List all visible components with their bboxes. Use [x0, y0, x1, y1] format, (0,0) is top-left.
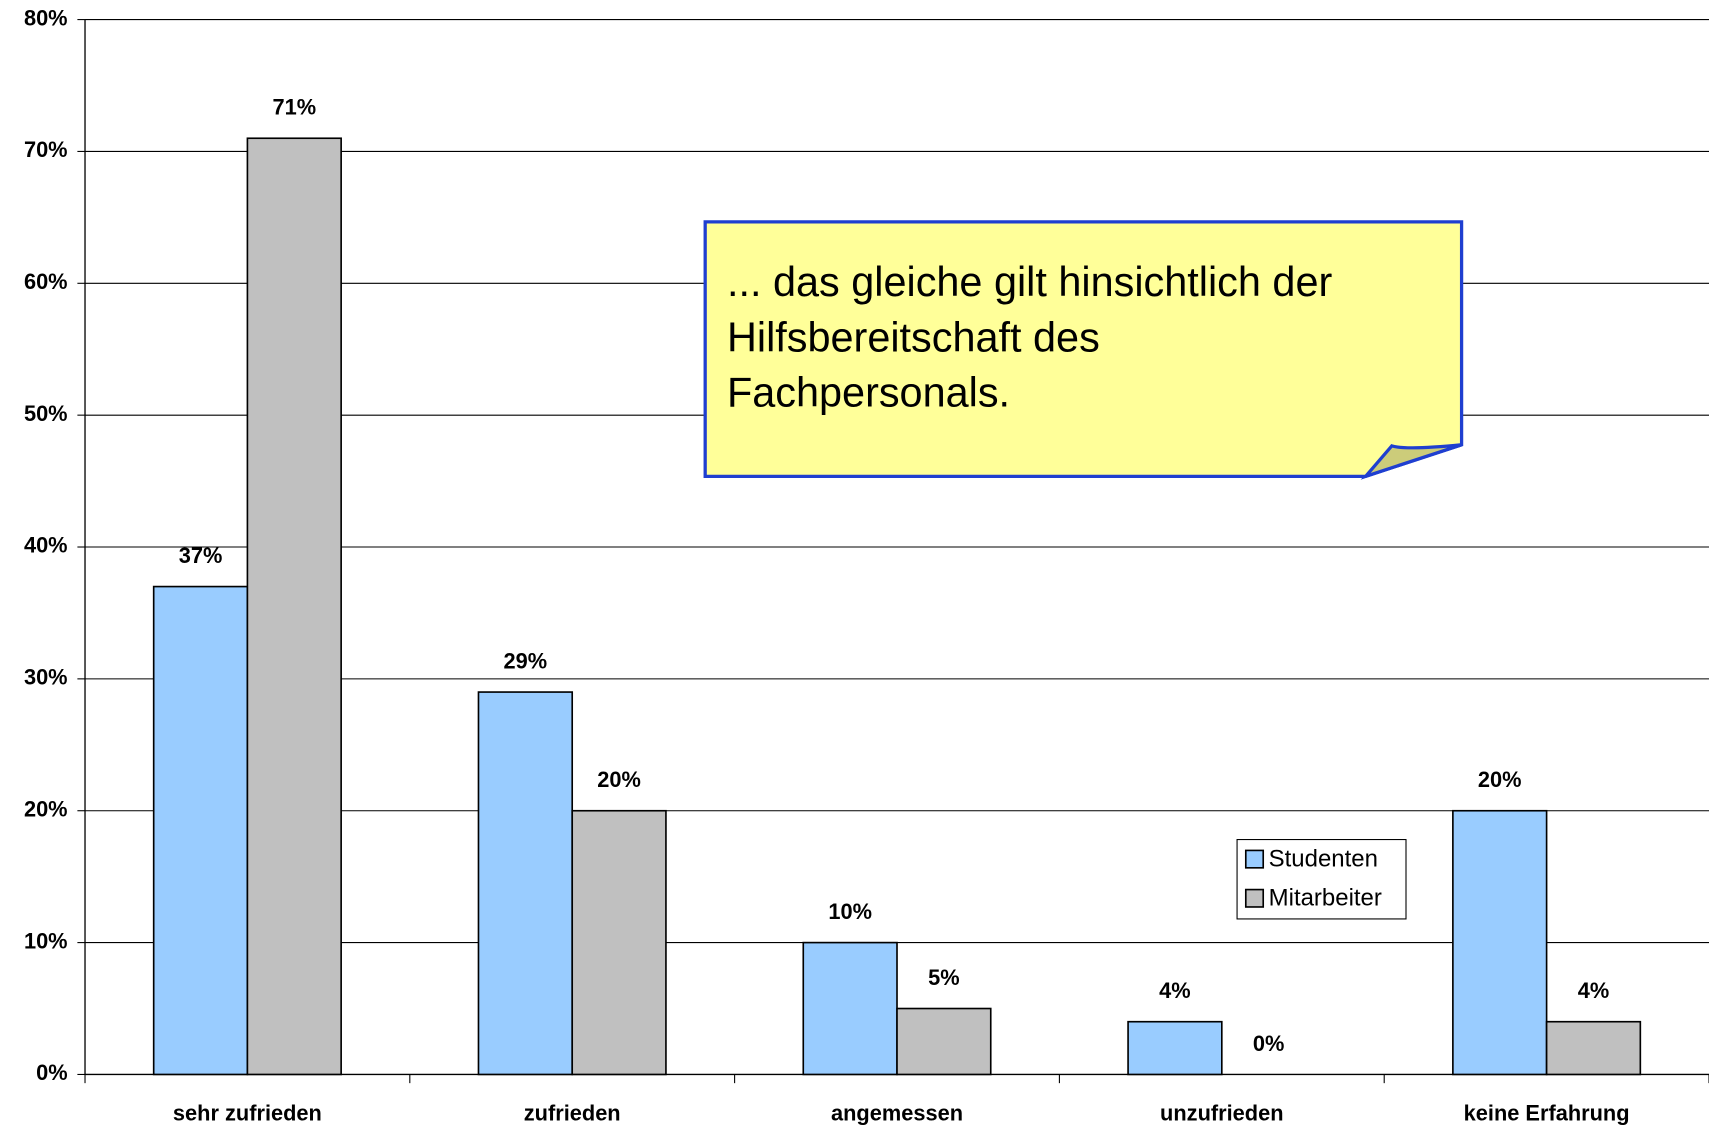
callout-text: ... das gleiche gilt hinsichtlich der: [727, 259, 1333, 305]
bar: [477, 691, 574, 1076]
callout-text: Hilfsbereitschaft des: [727, 314, 1100, 360]
legend-swatch: [1244, 888, 1265, 908]
x-tick-label: unzufrieden: [1160, 1100, 1283, 1125]
value-label: 29%: [504, 648, 548, 673]
bar: [1545, 1020, 1642, 1076]
bar: [1452, 809, 1548, 1076]
value-label: 20%: [1478, 767, 1522, 792]
legend-box: [1236, 839, 1407, 920]
bar: [896, 1007, 992, 1076]
value-label: 5%: [928, 965, 960, 990]
y-tick-label: 40%: [24, 533, 68, 558]
value-label: 20%: [597, 767, 641, 792]
callout-fold: [1360, 443, 1463, 480]
y-tick-label: 70%: [24, 137, 68, 162]
x-tick-label: angemessen: [831, 1100, 963, 1125]
x-tick-label: sehr zufrieden: [173, 1100, 322, 1125]
bar: [571, 809, 667, 1076]
y-tick-label: 80%: [24, 5, 68, 30]
y-tick-label: 50%: [24, 401, 68, 426]
bar: [802, 941, 898, 1076]
x-tick-label: keine Erfahrung: [1464, 1100, 1630, 1125]
bar: [246, 137, 342, 1076]
value-label: 37%: [179, 543, 223, 568]
legend-label: Studenten: [1269, 846, 1378, 873]
y-tick-label: 0%: [36, 1060, 68, 1085]
legend-label: Mitarbeiter: [1269, 885, 1382, 912]
legend-swatch: [1244, 849, 1265, 869]
bar: [1127, 1020, 1223, 1076]
x-tick-label: zufrieden: [524, 1100, 621, 1125]
y-tick-label: 20%: [24, 796, 68, 821]
callout-text: Fachpersonals.: [727, 370, 1010, 416]
value-label: 10%: [828, 899, 872, 924]
value-label: 0%: [1253, 1031, 1285, 1056]
bar: [152, 585, 249, 1076]
y-tick-label: 60%: [24, 269, 68, 294]
value-label: 4%: [1159, 978, 1191, 1003]
value-label: 4%: [1578, 978, 1610, 1003]
y-tick-label: 30%: [24, 665, 68, 690]
value-label: 71%: [272, 95, 316, 120]
callout: ... das gleiche gilt hinsichtlich der Hil…: [703, 220, 1464, 480]
y-tick-label: 10%: [24, 928, 68, 953]
